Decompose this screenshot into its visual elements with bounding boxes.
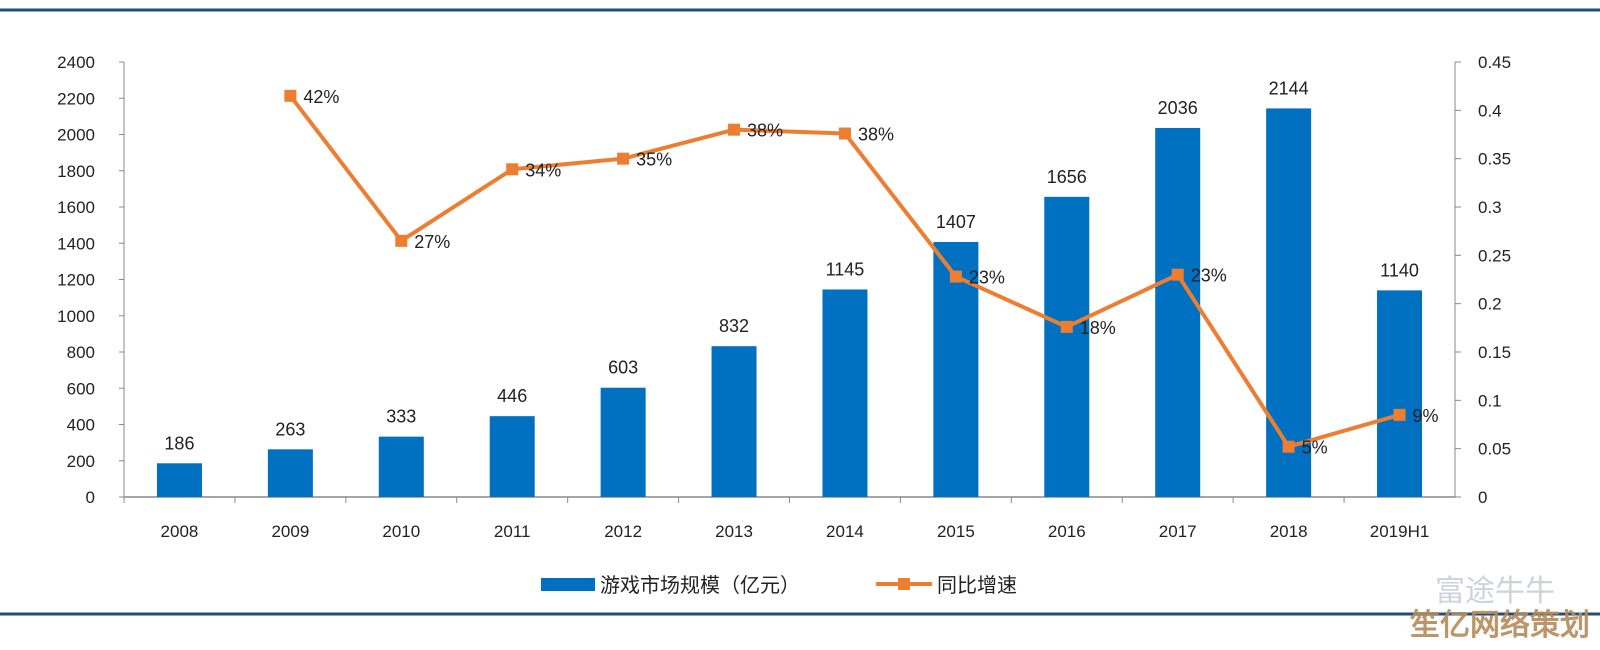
growth-label: 38% [747, 121, 783, 141]
watermark-site: 笙亿网络策划 [1410, 608, 1590, 643]
x-tick-label: 2011 [494, 522, 531, 541]
legend-bar-label: 游戏市场规模（亿元） [600, 574, 800, 597]
growth-label: 23% [1191, 266, 1227, 286]
bar-2010 [378, 436, 424, 497]
left-tick-label: 600 [67, 379, 95, 398]
x-tick-label: 2016 [1048, 522, 1086, 541]
left-tick-label: 0 [86, 488, 95, 507]
right-tick-label: 0.25 [1478, 246, 1511, 265]
x-tick-label: 2012 [604, 522, 642, 541]
growth-label: 38% [858, 125, 894, 145]
growth-marker-2011 [506, 163, 519, 176]
left-tick-label: 800 [67, 343, 95, 362]
watermark-logo: 富途牛牛 [1435, 574, 1555, 609]
left-tick-label: 2400 [57, 53, 95, 72]
left-tick-label: 1800 [57, 162, 95, 181]
right-tick-label: 0.2 [1478, 295, 1502, 314]
right-tick-label: 0.15 [1478, 343, 1511, 362]
x-tick-label: 2015 [937, 522, 975, 541]
left-tick-label: 1600 [57, 198, 95, 217]
growth-label: 35% [636, 150, 672, 170]
x-tick-label: 2017 [1159, 522, 1197, 541]
x-tick-label: 2019H1 [1370, 522, 1430, 541]
growth-label: 42% [303, 87, 339, 107]
right-tick-label: 0.45 [1478, 53, 1511, 72]
bar-label: 1145 [826, 259, 865, 279]
bar-label: 832 [719, 316, 749, 336]
growth-label: 23% [969, 268, 1005, 288]
bar-label: 2036 [1158, 98, 1198, 118]
right-tick-label: 0.3 [1478, 198, 1502, 217]
bar-2016 [1044, 196, 1090, 497]
right-tick-label: 0.05 [1478, 440, 1511, 459]
x-tick-label: 2014 [826, 522, 864, 541]
bar-label: 1140 [1380, 260, 1419, 280]
bar-2014 [822, 289, 868, 497]
x-tick-label: 2009 [271, 522, 309, 541]
growth-marker-2017 [1171, 268, 1184, 281]
left-tick-label: 1000 [57, 307, 95, 326]
bar-2009 [267, 449, 313, 497]
growth-label: 9% [1413, 406, 1439, 426]
bar-label: 446 [497, 386, 527, 406]
left-tick-label: 200 [67, 452, 95, 471]
growth-marker-2012 [617, 152, 630, 165]
right-tick-label: 0.35 [1478, 150, 1511, 169]
growth-label: 34% [525, 160, 561, 180]
growth-marker-2016 [1060, 320, 1073, 333]
right-tick-label: 0.4 [1478, 101, 1502, 120]
growth-marker-2010 [395, 234, 408, 247]
growth-marker-2015 [949, 270, 962, 283]
bar-2011 [489, 416, 535, 497]
bar-label: 1407 [936, 212, 976, 232]
bar-2018 [1266, 108, 1312, 498]
bar-2019H1 [1377, 290, 1423, 497]
bar-label: 333 [386, 407, 416, 427]
x-tick-label: 2018 [1270, 522, 1308, 541]
bar-2013 [711, 346, 757, 497]
right-tick-label: 0 [1478, 488, 1487, 507]
left-tick-label: 2200 [57, 89, 95, 108]
left-tick-label: 2000 [57, 126, 95, 145]
growth-label: 5% [1302, 438, 1328, 458]
growth-marker-2018 [1282, 440, 1295, 453]
legend-line-label: 同比增速 [937, 574, 1017, 597]
bar-2017 [1155, 127, 1201, 497]
growth-marker-2013 [728, 123, 741, 136]
bar-label: 186 [164, 433, 194, 453]
bar-label: 603 [608, 358, 638, 378]
left-tick-label: 400 [67, 416, 95, 435]
left-tick-label: 1400 [57, 234, 95, 253]
bar-2012 [600, 387, 646, 497]
legend-bar-swatch [541, 578, 595, 591]
left-tick-label: 1200 [57, 271, 95, 290]
bar-2008 [156, 463, 202, 497]
bar-label: 263 [275, 419, 305, 439]
right-tick-label: 0.1 [1478, 391, 1502, 410]
growth-marker-2009 [284, 89, 297, 102]
growth-label: 27% [414, 232, 450, 252]
x-tick-label: 2010 [382, 522, 420, 541]
x-tick-label: 2013 [715, 522, 753, 541]
bar-label: 2144 [1269, 78, 1309, 98]
growth-marker-2019H1 [1393, 408, 1406, 421]
legend-line-marker [898, 578, 910, 590]
growth-label: 18% [1080, 318, 1116, 338]
growth-marker-2014 [838, 127, 851, 140]
x-tick-label: 2008 [161, 522, 199, 541]
bar-label: 1656 [1047, 167, 1087, 187]
